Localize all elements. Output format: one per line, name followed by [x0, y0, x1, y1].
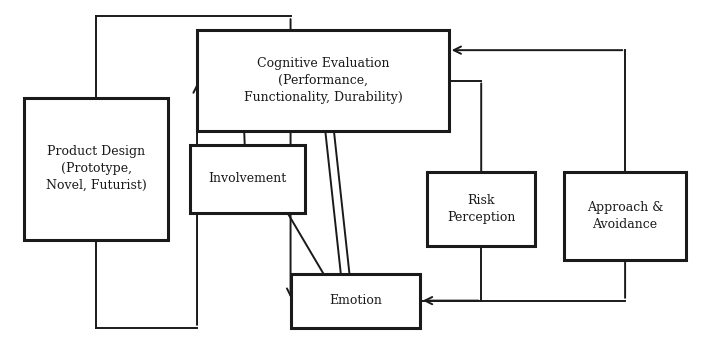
Text: Risk
Perception: Risk Perception — [447, 194, 515, 224]
Bar — [291, 273, 420, 328]
Text: Emotion: Emotion — [329, 294, 382, 307]
Text: Involvement: Involvement — [208, 172, 286, 185]
Bar — [197, 30, 449, 131]
Text: Product Design
(Prototype,
Novel, Futurist): Product Design (Prototype, Novel, Futuri… — [46, 145, 146, 192]
Bar — [427, 172, 535, 246]
Bar — [190, 145, 305, 213]
Bar — [564, 172, 687, 260]
Text: Cognitive Evaluation
(Performance,
Functionality, Durability): Cognitive Evaluation (Performance, Funct… — [244, 57, 402, 104]
Bar — [25, 98, 168, 240]
Text: Approach &
Avoidance: Approach & Avoidance — [587, 201, 663, 231]
